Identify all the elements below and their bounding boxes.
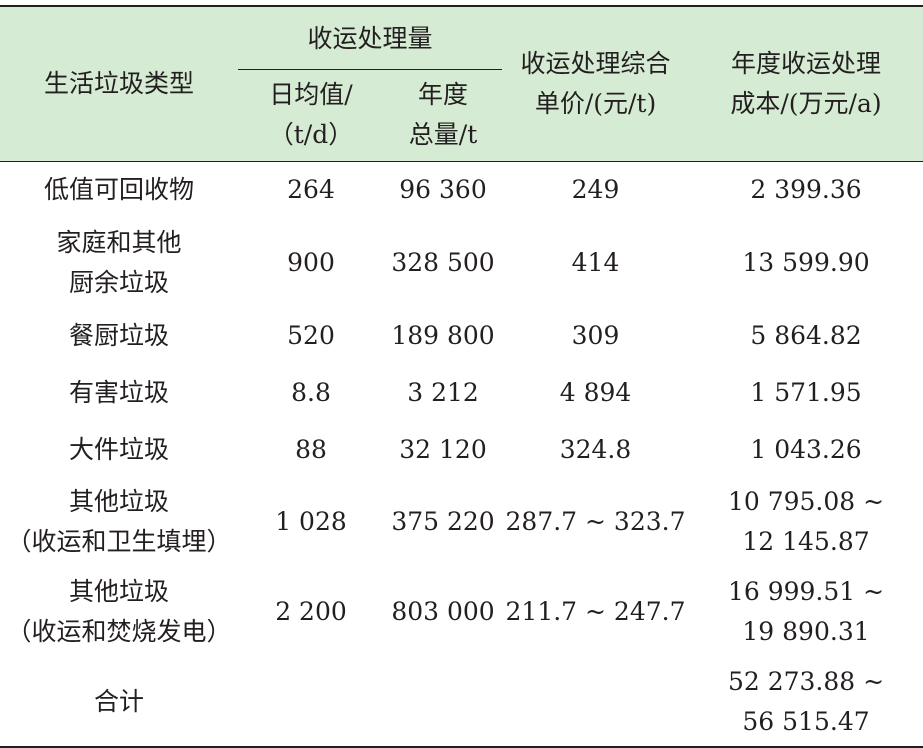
cell-cost-line: 2 399.36 [750,174,862,204]
cell-cost-line: 52 273.88 ~ [727,667,885,696]
table-row: 大件垃圾 88 32 120 324.8 1 043.26 [0,421,923,478]
cell-daily: 2 200 [275,597,347,626]
cell-annual: 32 120 [399,434,487,464]
table-row: 低值可回收物 264 96 360 249 2 399.36 [0,161,923,218]
cell-cost: 2 399.36 [689,161,923,218]
cell-type: 大件垃圾 [0,421,238,478]
header-unit-price-line1: 收运处理综合 [520,48,671,78]
cell-cost: 13 599.90 [689,218,923,307]
cell-type: 餐厨垃圾 [0,307,238,364]
cell-type: 合计 [0,658,238,747]
cell-cost-line: 1 571.95 [750,377,862,407]
cell-price: 4 894 [559,377,632,407]
cell-price: 287.7 ~ 323.7 [505,507,686,536]
cell-price: 324.8 [559,434,632,464]
cell-annual: 3 212 [407,377,479,407]
cell-cost: 5 864.82 [689,307,923,364]
cell-cost: 10 795.08 ~ 12 145.87 [689,478,923,566]
cell-annual: 375 220 [391,507,495,536]
cell-annual: 189 800 [391,320,495,350]
cell-type-line: 其他垃圾 [68,487,169,516]
cell-type-line: 家庭和其他 [56,227,182,257]
cell-daily: 264 [287,174,335,204]
cell-cost-line: 12 145.87 [742,527,870,556]
cell-daily: 900 [287,247,335,277]
cell-cost: 16 999.51 ~ 19 890.31 [689,566,923,658]
cell-type-line: 餐厨垃圾 [68,320,169,350]
table-row: 家庭和其他 厨余垃圾 900 328 500 414 13 599.90 [0,218,923,307]
cell-type-line: 合计 [93,687,144,716]
table-row: 有害垃圾 8.8 3 212 4 894 1 571.95 [0,364,923,421]
table-row: 其他垃圾 （收运和卫生填埋） 1 028 375 220 287.7 ~ 323… [0,478,923,566]
cell-price [502,658,689,747]
table-row-total: 合计 52 273.88 ~ 56 515.47 [0,658,923,747]
garbage-cost-table: 生活垃圾类型 收运处理量 收运处理综合 单价/(元/t) 年度收运处理 成本/(… [0,5,923,748]
cell-cost-line: 1 043.26 [750,434,862,464]
cell-cost-line: 19 890.31 [742,617,870,646]
header-volume-group-label: 收运处理量 [307,23,433,53]
cell-type-line: 其他垃圾 [68,577,169,606]
cell-type-line: 低值可回收物 [43,174,194,204]
table-row: 其他垃圾 （收运和焚烧发电） 2 200 803 000 211.7 ~ 247… [0,566,923,658]
header-daily-avg-line1: 日均值/ [269,80,353,110]
cell-cost-line: 56 515.47 [742,707,870,736]
header-annual-total-line2: 总量/t [408,120,478,150]
header-annual-cost-line1: 年度收运处理 [731,48,882,78]
table-header: 生活垃圾类型 收运处理量 收运处理综合 单价/(元/t) 年度收运处理 成本/(… [0,6,923,161]
cell-cost: 52 273.88 ~ 56 515.47 [689,658,923,747]
cell-daily: 520 [287,320,335,350]
header-daily-avg-line2: （t/d） [268,120,354,150]
cell-type: 家庭和其他 厨余垃圾 [0,218,238,307]
cell-cost-line: 16 999.51 ~ [727,577,885,606]
header-annual-total: 年度 总量/t [384,70,502,161]
cell-cost-line: 5 864.82 [750,320,862,350]
table-row: 餐厨垃圾 520 189 800 309 5 864.82 [0,307,923,364]
cell-type-line: 厨余垃圾 [68,267,169,297]
cell-type: 其他垃圾 （收运和卫生填埋） [0,478,238,566]
cell-daily [238,658,384,747]
header-type: 生活垃圾类型 [0,6,238,161]
cell-daily: 8.8 [291,377,331,407]
header-unit-price-line2: 单价/(元/t) [534,88,657,118]
header-volume-group: 收运处理量 [238,6,503,70]
cell-price: 309 [571,320,620,350]
header-daily-avg: 日均值/ （t/d） [238,70,384,161]
header-annual-cost-line2: 成本/(万元/a) [730,88,882,118]
header-annual-cost: 年度收运处理 成本/(万元/a) [689,6,923,161]
cell-type: 有害垃圾 [0,364,238,421]
cell-daily: 1 028 [275,507,347,536]
cell-price: 249 [571,174,620,204]
cell-type-line: 大件垃圾 [68,434,169,464]
cell-price: 414 [571,247,620,277]
cell-annual: 96 360 [399,174,487,204]
cell-type-line: （收运和卫生填埋） [6,527,232,556]
header-unit-price: 收运处理综合 单价/(元/t) [502,6,689,161]
cell-cost: 1 571.95 [689,364,923,421]
header-type-label: 生活垃圾类型 [43,68,194,98]
cell-type-line: 有害垃圾 [68,377,169,407]
cell-price: 211.7 ~ 247.7 [505,597,686,626]
cell-cost-line: 13 599.90 [742,247,870,277]
cell-annual [384,658,502,747]
cell-annual: 803 000 [391,597,495,626]
cell-cost-line: 10 795.08 ~ [727,487,885,516]
table-body: 低值可回收物 264 96 360 249 2 399.36 家庭和其他 厨余垃… [0,161,923,747]
cell-annual: 328 500 [391,247,495,277]
cell-daily: 88 [295,434,327,464]
cell-type-line: （收运和焚烧发电） [6,617,232,646]
cell-type: 其他垃圾 （收运和焚烧发电） [0,566,238,658]
cell-type: 低值可回收物 [0,161,238,218]
header-annual-total-line1: 年度 [418,80,469,110]
cell-cost: 1 043.26 [689,421,923,478]
